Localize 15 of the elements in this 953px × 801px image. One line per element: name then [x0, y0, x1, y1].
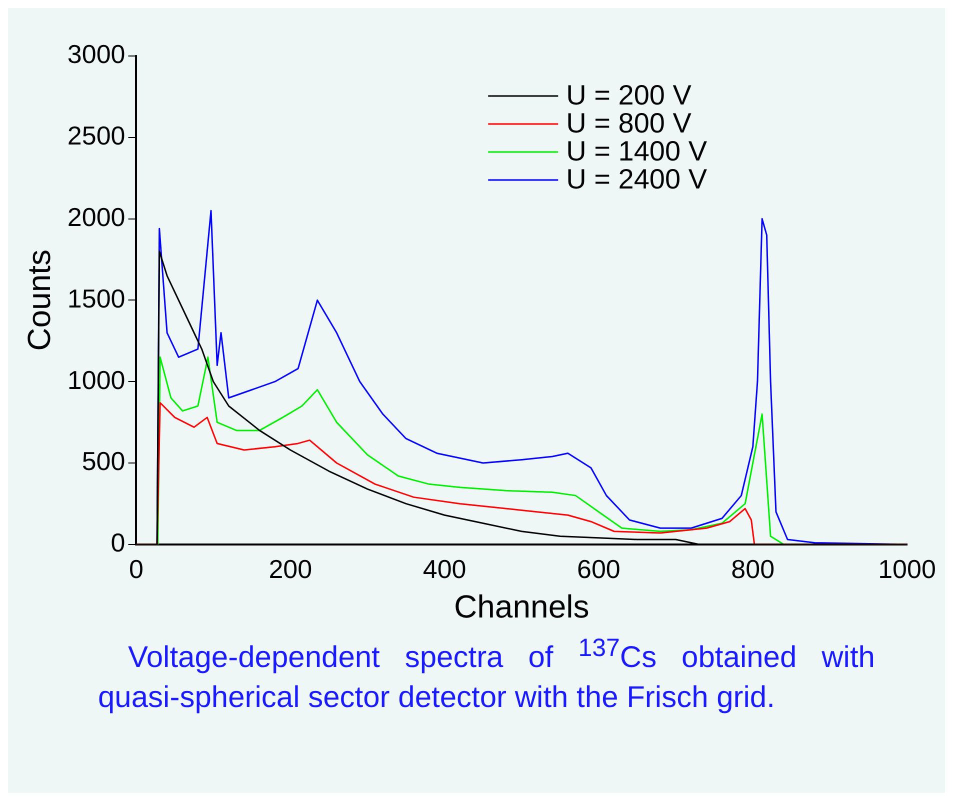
text: Voltage-dependent spectra of $^{137}$Cs obtained with quasi-spherical sector detector with the Frisch grid. — [97, 633, 876, 716]
y-tick-label: 2500 — [67, 120, 126, 151]
y-tick-label: 1500 — [67, 283, 126, 314]
y-tick-label: 500 — [82, 446, 126, 476]
y-tick-label: 0 — [110, 528, 126, 558]
y-axis-title: Counts — [21, 250, 58, 351]
x-axis-title: Channels — [454, 588, 590, 625]
y-tick-label: 1000 — [67, 364, 126, 395]
x-tick-label: 600 — [577, 554, 620, 584]
x-tick-label: 800 — [731, 554, 775, 584]
y-tick-label: 2000 — [67, 202, 126, 232]
y-tick-label: 3000 — [67, 39, 126, 70]
x-tick-label: 1000 — [878, 554, 936, 584]
x-tick-label: 200 — [268, 554, 312, 584]
x-tick-label: 400 — [422, 554, 466, 584]
